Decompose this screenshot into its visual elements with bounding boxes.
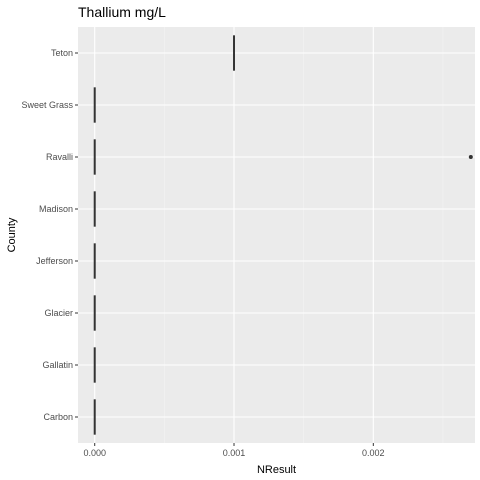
box-series <box>93 35 473 435</box>
x-axis-title: NResult <box>257 464 296 476</box>
y-tick-label: Madison <box>39 204 73 214</box>
y-tick-label: Carbon <box>43 412 73 422</box>
x-axis: 0.000 0.001 0.002 <box>83 443 385 458</box>
chart-title: Thallium mg/L <box>78 4 166 20</box>
y-tick-label: Glacier <box>44 308 73 318</box>
y-tick-label: Teton <box>51 48 73 58</box>
grid-lines <box>78 27 475 443</box>
box-ravalli <box>93 139 473 175</box>
y-tick-label: Jefferson <box>36 256 73 266</box>
outlier-point <box>468 155 473 159</box>
y-tick-label: Sweet Grass <box>21 100 73 110</box>
y-tick-label: Gallatin <box>42 360 73 370</box>
y-axis-title: County <box>6 217 18 252</box>
x-tick-label: 0.001 <box>223 448 246 458</box>
x-tick-label: 0.000 <box>83 448 106 458</box>
plot-panel <box>78 27 475 443</box>
y-tick-label: Ravalli <box>46 152 73 162</box>
y-axis: Carbon Gallatin Glacier Jefferson Madison Rav… <box>21 48 78 422</box>
x-tick-label: 0.002 <box>362 448 385 458</box>
